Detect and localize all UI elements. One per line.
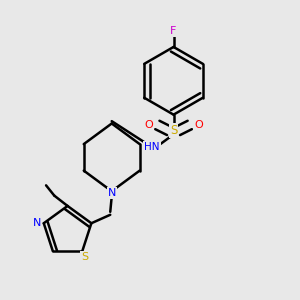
Text: S: S bbox=[170, 124, 177, 137]
Text: S: S bbox=[81, 251, 88, 262]
Text: HN: HN bbox=[144, 142, 160, 152]
Text: O: O bbox=[144, 120, 153, 130]
Text: N: N bbox=[33, 218, 41, 228]
Text: O: O bbox=[194, 120, 203, 130]
Text: F: F bbox=[170, 26, 177, 36]
Text: N: N bbox=[107, 188, 116, 198]
